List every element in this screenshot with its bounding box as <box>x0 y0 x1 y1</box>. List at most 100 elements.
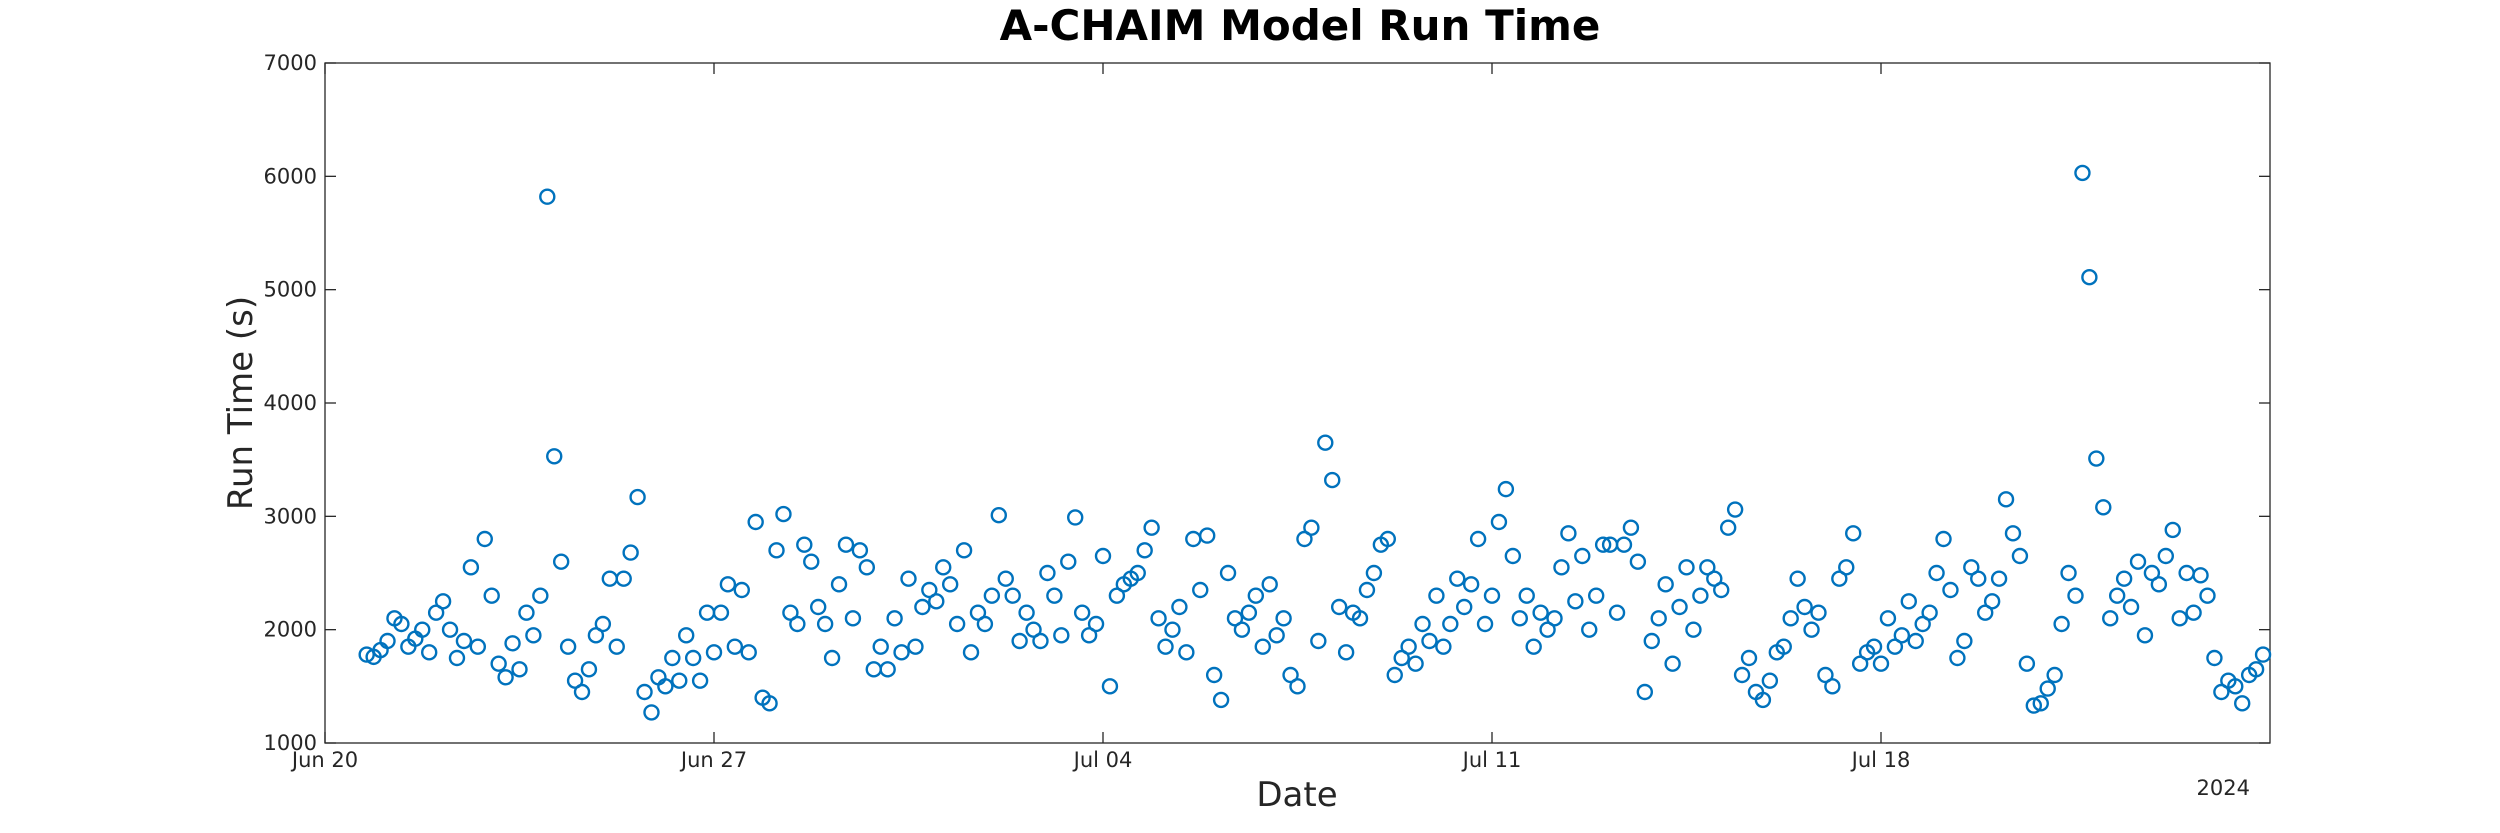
data-point <box>816 615 834 633</box>
data-point <box>1351 610 1369 627</box>
data-point <box>830 576 848 593</box>
data-point <box>684 649 702 667</box>
data-point <box>1928 564 1945 582</box>
data-point <box>865 661 882 678</box>
data-point <box>1143 519 1160 536</box>
data-point <box>1330 598 1348 616</box>
data-point <box>2067 587 2084 604</box>
x-tick-label: Jul 18 <box>1850 748 1911 772</box>
data-point <box>1094 547 1112 565</box>
data-point <box>858 559 876 576</box>
data-point <box>525 627 542 644</box>
data-point <box>941 576 959 593</box>
data-point <box>2206 649 2223 667</box>
data-point <box>789 615 806 633</box>
data-point <box>483 587 500 604</box>
data-point <box>844 610 862 627</box>
data-point <box>559 638 577 655</box>
data-point <box>1365 564 1383 582</box>
data-points <box>358 164 2272 721</box>
y-axis: 1000 2000 3000 4000 5000 6000 7000 <box>264 51 2270 755</box>
data-point <box>2122 598 2140 616</box>
data-point <box>1046 587 1063 604</box>
data-point <box>1198 527 1216 544</box>
data-point <box>1407 655 1424 672</box>
data-point <box>837 536 855 553</box>
data-point <box>421 644 438 661</box>
data-point <box>504 635 521 652</box>
data-point <box>803 553 820 570</box>
data-point <box>747 513 764 531</box>
data-point <box>1289 678 1306 695</box>
data-point <box>1685 621 1702 638</box>
data-point <box>2129 553 2147 570</box>
data-point <box>1087 615 1105 633</box>
data-point <box>1456 598 1473 616</box>
data-point <box>1678 559 1695 576</box>
data-point <box>1039 564 1056 582</box>
data-point <box>2074 164 2091 182</box>
data-point <box>872 638 889 655</box>
data-point <box>1754 691 1772 709</box>
data-point <box>1233 621 1251 638</box>
data-point <box>1990 570 2008 587</box>
data-point <box>601 570 618 587</box>
data-point <box>462 559 480 576</box>
data-point <box>1983 593 2001 610</box>
x-axis-label: Date <box>1256 775 1337 815</box>
data-point <box>1733 666 1751 684</box>
data-point <box>1476 615 1494 633</box>
data-point <box>1636 683 1654 701</box>
data-point <box>664 649 681 667</box>
data-point <box>1462 576 1480 593</box>
data-point <box>1761 672 1779 689</box>
data-point <box>608 638 625 655</box>
data-point <box>1629 553 1647 570</box>
data-point <box>1865 638 1883 655</box>
data-point <box>990 507 1007 524</box>
x-axis: Jun 20 Jun 27 Jul 04 Jul 11 Jul 18 <box>290 63 1910 772</box>
data-point <box>1789 570 1806 587</box>
data-point <box>1845 525 1862 542</box>
data-point <box>678 627 695 644</box>
data-point <box>455 632 473 650</box>
data-point <box>1907 632 1924 650</box>
data-point <box>1414 615 1431 633</box>
data-point <box>2032 695 2049 712</box>
data-point <box>691 672 709 689</box>
y-tick-label: 6000 <box>264 164 317 188</box>
data-point <box>2247 661 2265 678</box>
data-point <box>379 632 396 650</box>
data-point <box>2136 627 2154 644</box>
data-point <box>823 649 841 667</box>
data-point <box>962 644 980 661</box>
data-point <box>2150 576 2168 593</box>
x-tick-label: Jun 27 <box>679 748 747 772</box>
data-point <box>434 593 452 610</box>
data-point <box>810 598 827 616</box>
data-point <box>928 593 945 610</box>
data-point <box>1608 604 1626 621</box>
data-point <box>1574 547 1591 565</box>
data-point <box>2053 615 2070 633</box>
data-point <box>1726 501 1744 518</box>
data-point <box>1449 570 1466 587</box>
data-point <box>1594 536 1612 553</box>
data-point <box>1157 638 1174 655</box>
data-point <box>1532 604 1549 621</box>
data-point <box>1949 649 1966 667</box>
data-point <box>546 448 563 465</box>
data-point <box>636 683 653 701</box>
data-point <box>1129 564 1146 582</box>
data-point <box>615 570 632 587</box>
data-point <box>1553 559 1570 576</box>
data-point <box>1879 610 1897 627</box>
data-point <box>1956 632 1973 650</box>
data-point <box>768 542 785 559</box>
y-axis-label: Run Time (s) <box>221 296 261 510</box>
data-point <box>1060 553 1077 570</box>
data-point <box>2060 564 2077 582</box>
data-point <box>448 649 466 667</box>
data-point <box>2011 547 2029 565</box>
